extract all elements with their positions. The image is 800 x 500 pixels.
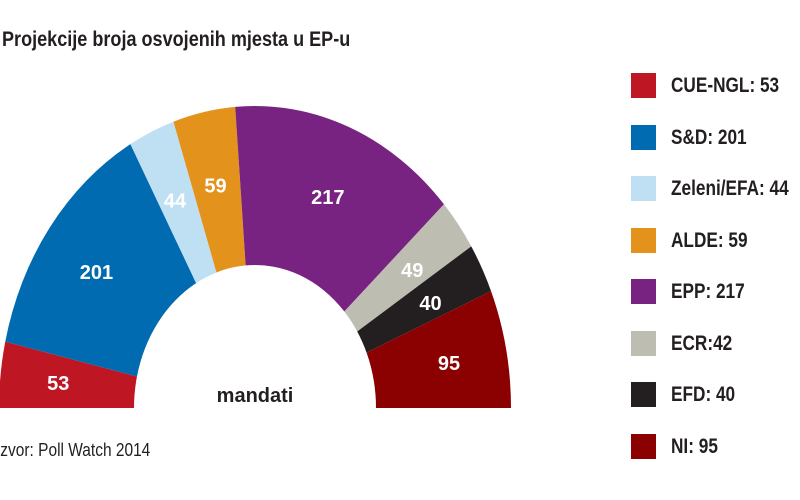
- legend-swatch: [631, 73, 656, 98]
- data-label: 49: [401, 260, 423, 282]
- legend-swatch: [631, 382, 656, 407]
- legend-label: EPP: 217: [671, 280, 745, 303]
- legend-label: EFD: 40: [671, 383, 736, 406]
- slice-efd: [357, 246, 492, 353]
- legend-swatch: [631, 279, 656, 304]
- legend-swatch: [631, 176, 656, 201]
- data-label: 95: [438, 353, 460, 375]
- chart-title: Projekcije broja osvojenih mjesta u EP-u: [2, 28, 351, 51]
- legend-label: ALDE: 59: [671, 228, 748, 252]
- legend-label: NI: 95: [671, 434, 718, 458]
- legend-swatch: [631, 433, 656, 459]
- slice-s-d: [5, 144, 197, 377]
- legend-label: ECR:42: [671, 331, 733, 355]
- center-label: mandati: [217, 385, 294, 407]
- legend-label: CUE-NGL: 53: [671, 74, 780, 97]
- legend-swatch: [631, 124, 656, 150]
- slice-epp: [235, 106, 444, 312]
- legend-swatch: [631, 330, 656, 356]
- legend-swatch: [631, 227, 656, 253]
- data-label: 44: [164, 190, 187, 212]
- slice-ecr: [344, 204, 472, 332]
- slice-zeleni-efa: [130, 121, 217, 284]
- legend-label: Zeleni/EFA: 44: [671, 177, 789, 200]
- data-label: 217: [311, 187, 344, 209]
- data-label: 53: [47, 373, 69, 395]
- legend-label: S&D: 201: [671, 125, 747, 149]
- data-label: 40: [419, 293, 441, 315]
- data-label: 59: [204, 176, 226, 198]
- source-note: Izvor: Poll Watch 2014: [0, 440, 151, 460]
- slice-cue-ngl: [0, 341, 137, 408]
- slice-ni: [366, 291, 511, 408]
- data-label: 201: [80, 262, 113, 284]
- slice-alde: [173, 106, 246, 273]
- semicircle-chart: 53 201 44 59 217 49 40 95 mandati: [0, 106, 511, 408]
